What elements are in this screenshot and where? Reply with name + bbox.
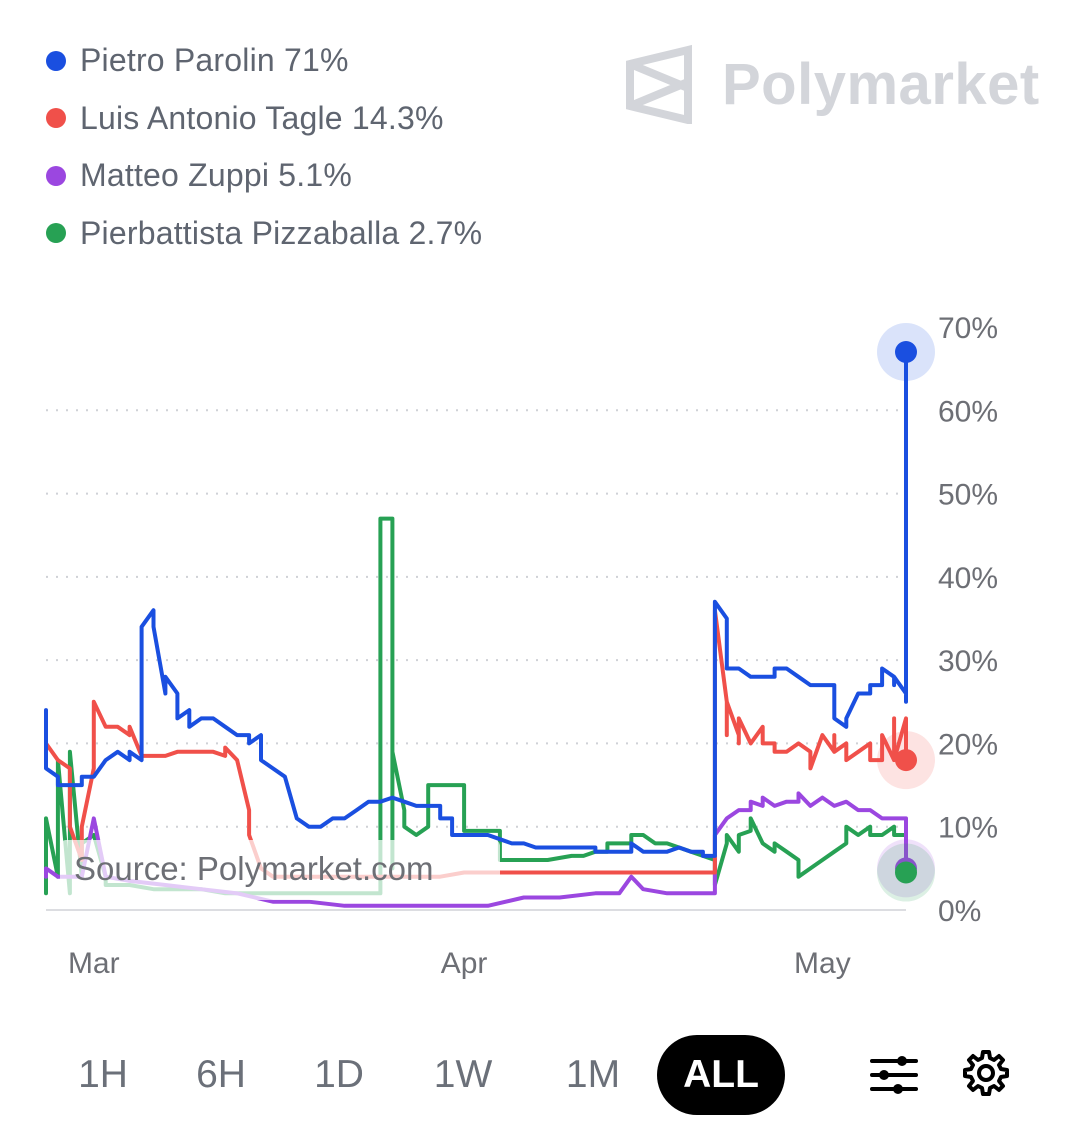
- timeframe-1w-button[interactable]: 1W: [433, 1053, 493, 1096]
- y-tick-label: 10%: [938, 812, 998, 845]
- chart-end-markers: [877, 322, 935, 902]
- timeframe-bar: 1H 6H 1D 1W 1M ALL: [0, 1035, 1071, 1115]
- x-axis: Mar Apr May: [68, 947, 851, 980]
- legend-label: Pietro Parolin 71%: [80, 42, 349, 79]
- chart-legend: Pietro Parolin 71% Luis Antonio Tagle 14…: [46, 32, 482, 262]
- series-line-pierbattista-pizzaballa: [44, 516, 908, 896]
- legend-marker: [46, 108, 66, 129]
- gear-icon[interactable]: [962, 1049, 1010, 1097]
- sliders-icon[interactable]: [868, 1051, 920, 1099]
- legend-item-parolin: Pietro Parolin 71%: [46, 32, 482, 90]
- legend-marker: [46, 223, 66, 244]
- y-tick-label: 60%: [938, 395, 998, 428]
- legend-item-zuppi: Matteo Zuppi 5.1%: [46, 147, 482, 205]
- legend-item-pizzaballa: Pierbattista Pizzaballa 2.7%: [46, 205, 482, 263]
- y-tick-label: 50%: [938, 479, 998, 512]
- legend-label: Luis Antonio Tagle 14.3%: [80, 99, 444, 136]
- y-tick-label: 70%: [938, 312, 998, 345]
- chart-grid: [46, 409, 906, 911]
- end-marker-dot: [895, 861, 917, 884]
- polymarket-logo-icon: [626, 44, 692, 124]
- x-tick-label: May: [794, 947, 851, 980]
- legend-label: Pierbattista Pizzaballa 2.7%: [80, 214, 483, 251]
- timeframe-1d-button[interactable]: 1D: [314, 1053, 364, 1096]
- y-tick-label: 20%: [938, 728, 998, 761]
- y-axis: 0% 10% 20% 30% 40% 50% 60% 70%: [938, 312, 998, 928]
- legend-marker: [46, 50, 66, 71]
- y-tick-label: 40%: [938, 562, 998, 595]
- end-marker-dot: [895, 340, 917, 363]
- legend-marker: [46, 165, 66, 186]
- brand-watermark: Polymarket: [626, 44, 1040, 124]
- timeframe-6h-button[interactable]: 6H: [196, 1053, 246, 1096]
- legend-item-tagle: Luis Antonio Tagle 14.3%: [46, 90, 482, 148]
- series-line-pietro-parolin: [44, 350, 908, 858]
- timeframe-1m-button[interactable]: 1M: [565, 1053, 621, 1096]
- x-tick-label: Mar: [68, 947, 120, 980]
- brand-name: Polymarket: [722, 51, 1040, 117]
- timeframe-all-button[interactable]: ALL: [657, 1035, 785, 1115]
- y-tick-label: 30%: [938, 645, 998, 678]
- source-label: Source: Polymarket.com: [74, 850, 434, 887]
- legend-label: Matteo Zuppi 5.1%: [80, 157, 352, 194]
- timeframe-1h-button[interactable]: 1H: [78, 1053, 128, 1096]
- chart-series: [44, 350, 908, 908]
- source-label-box: Source: Polymarket.com: [60, 840, 500, 900]
- y-tick-label: 0%: [938, 895, 981, 928]
- end-marker-dot: [895, 749, 917, 772]
- x-tick-label: Apr: [441, 947, 488, 980]
